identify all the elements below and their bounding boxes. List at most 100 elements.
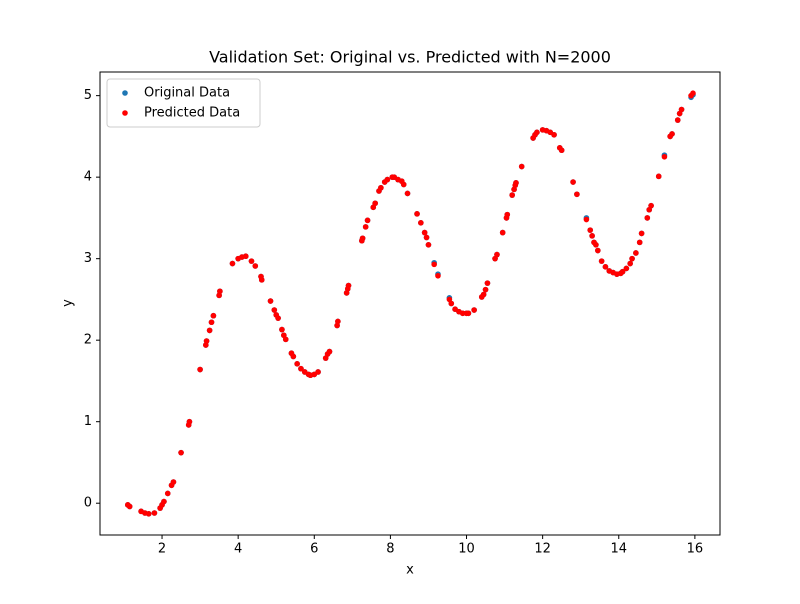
x-tick-label: 10 [458, 542, 475, 557]
data-point [294, 361, 300, 367]
y-tick-label: 4 [84, 170, 92, 185]
data-point [669, 131, 675, 137]
x-tick-label: 4 [234, 542, 242, 557]
y-tick-label: 0 [84, 496, 92, 511]
data-point [482, 286, 489, 293]
data-point [480, 291, 487, 298]
data-point [335, 318, 341, 325]
data-point [465, 310, 472, 317]
data-point [248, 258, 255, 264]
legend-label: Original Data [144, 86, 230, 101]
x-tick-label: 8 [386, 542, 394, 557]
data-point [372, 200, 378, 207]
data-point [504, 211, 511, 218]
data-point [494, 251, 500, 258]
data-point [551, 131, 557, 138]
data-point [359, 235, 366, 242]
data-point [252, 263, 259, 269]
data-point [484, 280, 491, 286]
y-axis-label: y [61, 299, 76, 307]
data-point [206, 327, 213, 334]
data-point [126, 503, 133, 510]
legend-marker [122, 110, 128, 116]
data-point [431, 261, 437, 268]
data-point [186, 418, 193, 425]
data-point [509, 192, 515, 198]
data-point [242, 253, 249, 260]
data-point [298, 365, 304, 372]
data-point [518, 163, 525, 170]
data-point [690, 90, 696, 96]
data-point [435, 272, 441, 279]
data-point [629, 255, 635, 262]
data-point [208, 319, 215, 326]
data-point [583, 216, 590, 223]
data-point [598, 258, 605, 264]
data-point [587, 227, 594, 233]
legend-marker [122, 90, 128, 96]
data-point [279, 326, 285, 333]
data-point [534, 129, 540, 136]
x-tick-label: 6 [310, 542, 318, 557]
data-point [574, 191, 580, 198]
data-point [164, 490, 171, 497]
data-point [644, 215, 651, 221]
x-tick-label: 14 [610, 542, 627, 557]
data-point [593, 242, 599, 248]
data-point [513, 180, 519, 186]
data-point [421, 229, 428, 236]
data-point [678, 106, 685, 113]
data-point [623, 265, 630, 272]
data-point [210, 312, 217, 319]
data-point [661, 153, 668, 160]
chart-title: Validation Set: Original vs. Predicted w… [209, 48, 611, 67]
data-point [589, 233, 595, 239]
data-point [499, 229, 506, 236]
x-axis-label: x [406, 563, 414, 578]
data-point [400, 181, 407, 188]
data-point [674, 117, 681, 123]
y-tick-label: 2 [84, 333, 92, 348]
data-point [151, 510, 158, 516]
data-point [203, 338, 210, 344]
data-point [570, 179, 576, 185]
data-point [414, 211, 420, 217]
data-point [404, 190, 411, 197]
data-point [178, 449, 184, 456]
data-point [364, 217, 371, 224]
data-point [267, 298, 274, 304]
data-point [471, 307, 477, 313]
data-point [655, 173, 662, 180]
x-tick-label: 16 [687, 542, 704, 557]
data-point [619, 268, 626, 275]
data-point [197, 366, 203, 373]
data-point [595, 247, 601, 254]
data-point [423, 234, 430, 241]
data-point [418, 220, 424, 226]
data-point [378, 184, 384, 191]
y-tick-label: 5 [84, 88, 92, 103]
data-point [648, 202, 654, 209]
data-point [271, 307, 278, 313]
data-point [362, 224, 369, 230]
data-point [145, 511, 152, 517]
legend-label: Predicted Data [144, 106, 240, 121]
data-point [636, 239, 643, 246]
data-point [275, 315, 281, 321]
data-point [602, 264, 609, 270]
data-point [627, 260, 633, 267]
y-tick-label: 3 [84, 251, 92, 266]
data-point [258, 277, 265, 283]
data-point [448, 300, 455, 307]
data-point [315, 369, 321, 375]
data-point [633, 250, 639, 256]
y-tick-label: 1 [84, 414, 92, 429]
x-tick-label: 2 [158, 542, 166, 557]
data-point [326, 348, 333, 355]
data-point [345, 282, 352, 289]
plot-frame [99, 71, 721, 536]
data-point [558, 147, 565, 154]
data-point [638, 230, 645, 237]
legend-box [106, 78, 261, 128]
